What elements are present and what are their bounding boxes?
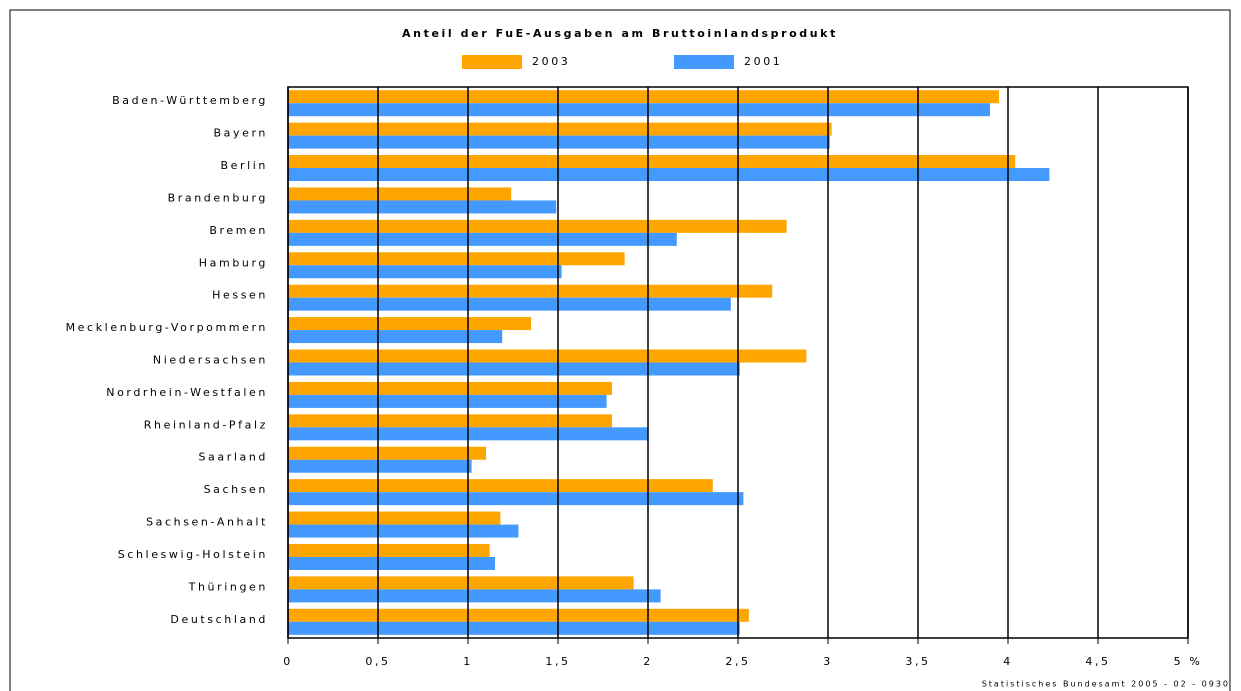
y-tick-label: Mecklenburg-Vorpommern [66, 321, 268, 334]
bar [288, 394, 607, 408]
y-tick-label: Baden-Württemberg [112, 94, 268, 107]
y-tick-label: Nordrhein-Westfalen [106, 386, 268, 399]
legend-label: 2003 [532, 55, 570, 68]
bar [288, 200, 557, 214]
y-tick-label: Thüringen [188, 580, 268, 593]
x-tick-label: 0,5 [365, 655, 390, 668]
chart-title: Anteil der FuE-Ausgaben am Bruttoinlands… [402, 27, 838, 40]
x-tick-label: 2 [643, 655, 653, 668]
legend-swatch [674, 55, 734, 69]
bar [288, 349, 807, 363]
bar [288, 168, 1050, 182]
frame [9, 9, 1231, 691]
y-tick-label: Hamburg [199, 256, 268, 269]
y-tick-label: Brandenburg [168, 191, 268, 204]
bar [288, 362, 740, 376]
x-tick-label: 4,5 [1085, 655, 1110, 668]
x-tick-label: 5 % [1174, 655, 1203, 668]
bar [288, 219, 787, 233]
bar [288, 414, 612, 428]
bar [288, 265, 562, 279]
x-tick-label: 3,5 [905, 655, 930, 668]
bar [288, 511, 501, 525]
x-tick-label: 1,5 [545, 655, 570, 668]
legend-swatch [462, 55, 522, 69]
y-tick-label: Sachsen [204, 483, 268, 496]
y-tick-label: Bayern [214, 127, 268, 140]
y-tick-label: Rheinland-Pfalz [144, 418, 268, 431]
y-tick-label: Berlin [220, 159, 268, 172]
bar [288, 90, 999, 104]
y-tick-label: Sachsen-Anhalt [146, 516, 268, 529]
plot-frame [287, 86, 1189, 639]
y-tick-label: Niedersachsen [153, 354, 268, 367]
bar [288, 459, 472, 473]
bar [288, 284, 773, 298]
bar [288, 103, 990, 117]
x-tick-label: 1 [463, 655, 473, 668]
bar [288, 330, 503, 344]
bar [288, 155, 1016, 169]
bar [288, 135, 830, 149]
source: Statistisches Bundesamt 2005 - 02 - 0930 [982, 680, 1230, 689]
bar [288, 297, 731, 311]
bar [288, 556, 495, 570]
bar [288, 589, 661, 603]
x-tick-label: 4 [1003, 655, 1013, 668]
bar [288, 122, 832, 136]
y-tick-label: Saarland [198, 451, 268, 464]
bar [288, 446, 486, 460]
bar [288, 492, 744, 506]
bar [288, 317, 531, 331]
bar [288, 608, 749, 622]
y-tick-label: Hessen [212, 289, 268, 302]
x-tick-label: 0 [283, 655, 293, 668]
x-tick-label: 2,5 [725, 655, 750, 668]
bar [288, 621, 740, 635]
bar [288, 524, 519, 538]
bar [288, 381, 612, 395]
y-tick-label: Deutschland [170, 613, 268, 626]
bar [288, 232, 677, 246]
bar [288, 187, 512, 201]
bar [288, 479, 713, 493]
x-tick-label: 3 [823, 655, 833, 668]
y-tick-label: Bremen [209, 224, 268, 237]
bar [288, 576, 634, 590]
y-tick-label: Schleswig-Holstein [118, 548, 268, 561]
legend-label: 2001 [744, 55, 782, 68]
bar [288, 252, 625, 266]
bar [288, 543, 490, 557]
